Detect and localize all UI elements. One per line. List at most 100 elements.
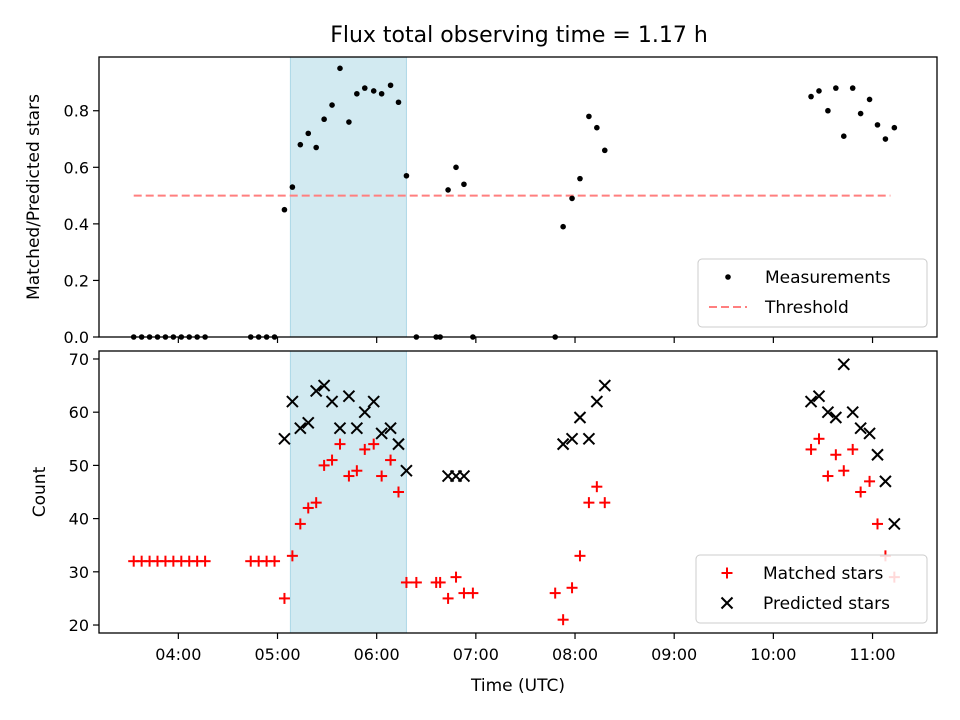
measurement-point xyxy=(816,88,822,94)
predicted-star-point xyxy=(863,427,876,440)
matched-star-point xyxy=(278,592,290,604)
matched-star-point xyxy=(805,443,817,455)
predicted-star-point xyxy=(294,421,307,435)
predicted-star-point xyxy=(879,475,892,488)
matched-star-point xyxy=(359,443,371,455)
predicted-star-point xyxy=(400,464,413,477)
x-tick-label: 05:00 xyxy=(254,645,300,664)
matched-star-point xyxy=(442,592,454,604)
predicted-star-point xyxy=(325,395,339,408)
figure-title: Flux total observing time = 1.17 h xyxy=(330,23,708,48)
measurement-point xyxy=(586,113,592,120)
top-legend: Measurements Threshold xyxy=(697,258,928,328)
matched-star-point xyxy=(583,497,595,509)
measurement-point xyxy=(445,187,451,193)
matched-star-point xyxy=(566,582,578,594)
measurement-point xyxy=(329,102,335,108)
measurement-point xyxy=(305,130,312,137)
measurement-point xyxy=(361,85,368,91)
bottom-y-tick-label: 60 xyxy=(69,403,89,422)
predicted-star-point xyxy=(565,432,579,445)
matched-star-point xyxy=(392,486,404,498)
matched-star-point xyxy=(302,502,314,514)
measurement-point xyxy=(378,90,385,97)
measurement-point xyxy=(313,144,319,151)
matched-star-point xyxy=(549,587,561,599)
matched-star-point xyxy=(855,486,867,498)
measurement-point xyxy=(825,107,831,114)
predicted-star-point xyxy=(278,432,291,445)
measurement-point xyxy=(808,93,814,100)
bottom-panel: 20 30 40 50 60 70 04:00 05:00 06:00 07:00 08:00 09… xyxy=(30,350,938,696)
matched-star-point xyxy=(376,470,388,482)
legend-predicted-marker xyxy=(720,596,734,610)
x-tick-label: 10:00 xyxy=(750,645,796,664)
matched-star-point xyxy=(294,518,306,530)
matched-star-point xyxy=(400,576,412,588)
matched-star-point xyxy=(318,459,330,471)
top-panel: 0.00.20.40.60.8 Matched/Predicted stars … xyxy=(24,56,938,347)
predicted-star-point xyxy=(573,411,587,424)
predicted-star-point xyxy=(556,437,570,451)
matched-star-point xyxy=(310,497,322,509)
matched-star-point xyxy=(830,449,842,461)
bottom-y-tick-label: 20 xyxy=(69,616,89,635)
top-legend-box xyxy=(697,258,928,328)
x-tick-label: 06:00 xyxy=(354,645,400,664)
legend-threshold-label: Threshold xyxy=(764,298,849,318)
matched-star-point xyxy=(822,470,834,482)
bottom-axes-frame xyxy=(98,350,938,634)
bottom-x-ticks: 04:00 05:00 06:00 07:00 08:00 09:00 10:00 11:00 xyxy=(155,633,896,664)
x-tick-label: 11:00 xyxy=(849,645,895,664)
top-x-tick-marks xyxy=(177,337,874,343)
matched-star-point xyxy=(450,571,462,583)
matched-star-point xyxy=(326,454,338,466)
measurement-point xyxy=(569,195,575,202)
measurement-point xyxy=(395,99,402,106)
measurement-point xyxy=(891,124,898,131)
top-y-tick-label: 0.4 xyxy=(64,215,89,234)
predicted-star-point xyxy=(392,437,405,451)
legend-measurements-label: Measurements xyxy=(765,268,891,288)
bottom-y-tick-label: 30 xyxy=(69,563,89,582)
matched-star-point xyxy=(557,614,569,626)
measurement-point xyxy=(601,147,608,154)
matched-star-point xyxy=(368,438,380,450)
top-y-ticks: 0.0 0.2 0.4 0.6 0.8 xyxy=(64,102,99,347)
predicted-star-point xyxy=(821,405,835,419)
measurement-point xyxy=(866,96,873,103)
measurement-point xyxy=(577,175,583,182)
predicted-star-point xyxy=(846,405,859,419)
predicted-star-point xyxy=(350,421,364,435)
measurement-point xyxy=(354,90,360,97)
matched-star-point xyxy=(864,475,876,487)
measurement-point xyxy=(461,181,467,188)
bottom-y-tick-label: 40 xyxy=(69,510,89,529)
matched-star-point xyxy=(847,443,859,455)
legend-measurements-marker xyxy=(725,274,731,280)
measurements-series xyxy=(130,65,898,340)
x-tick-label: 09:00 xyxy=(651,645,697,664)
top-axes-frame xyxy=(98,56,938,338)
predicted-star-point xyxy=(302,416,315,430)
top-y-tick-label: 0.6 xyxy=(64,158,89,177)
legend-x-glyph xyxy=(720,596,734,610)
predicted-star-point xyxy=(871,448,884,461)
predicted-star-point xyxy=(598,379,611,392)
matched-star-point xyxy=(467,587,479,599)
bottom-legend: Matched stars Predicted stars xyxy=(695,554,928,624)
matched-star-point xyxy=(385,454,397,466)
matched-star-point xyxy=(871,518,883,530)
predicted-star-point xyxy=(358,405,371,419)
x-tick-label: 08:00 xyxy=(552,645,598,664)
measurement-point xyxy=(289,184,296,190)
matched-star-point xyxy=(434,576,446,588)
measurement-point xyxy=(281,206,288,213)
predicted-star-point xyxy=(286,395,299,408)
measurement-point xyxy=(874,122,881,128)
predicted-star-point xyxy=(309,384,323,398)
matched-star-point xyxy=(351,465,363,477)
predicted-star-point xyxy=(854,421,867,435)
bottom-legend-box xyxy=(695,554,928,624)
